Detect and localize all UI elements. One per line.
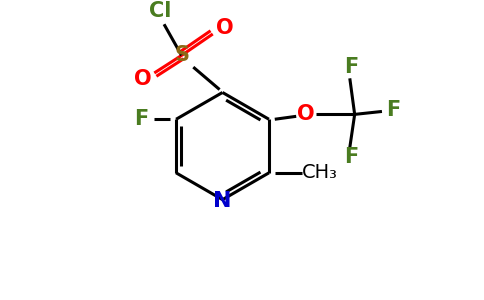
Text: S: S (174, 45, 189, 65)
Text: O: O (216, 18, 233, 38)
Text: F: F (345, 57, 359, 76)
Text: F: F (387, 100, 401, 119)
Text: F: F (345, 147, 359, 167)
Text: CH₃: CH₃ (302, 163, 337, 182)
Text: Cl: Cl (149, 1, 171, 21)
Text: F: F (134, 109, 148, 129)
Text: O: O (297, 104, 315, 124)
Text: N: N (213, 190, 232, 211)
Text: O: O (134, 69, 151, 89)
